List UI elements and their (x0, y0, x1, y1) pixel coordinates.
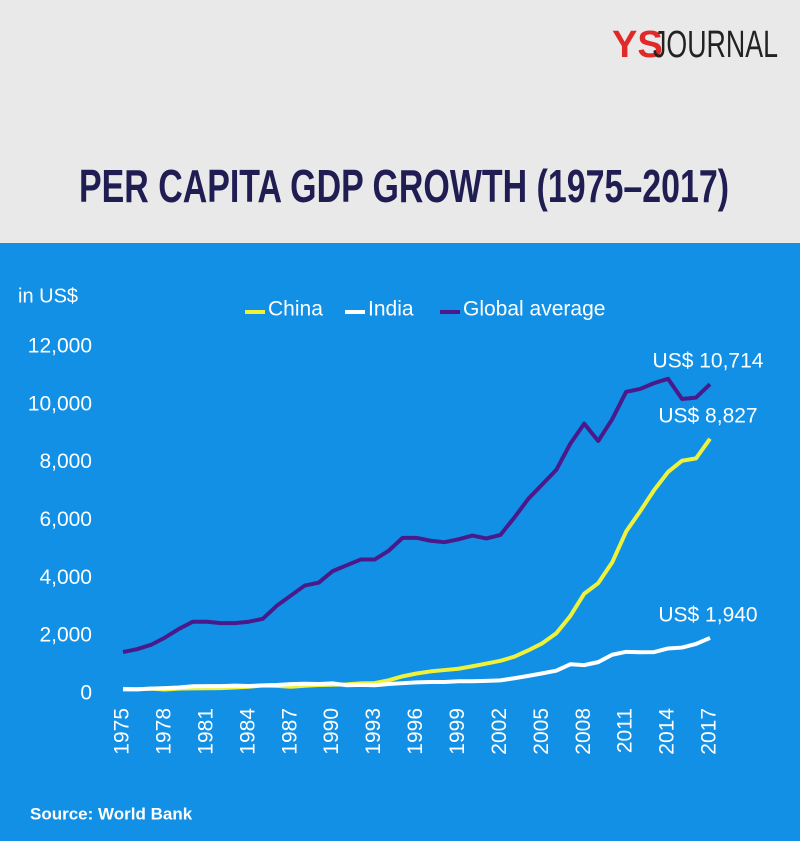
y-tick-label: 4,000 (39, 566, 92, 589)
legend-label: Global average (463, 298, 605, 321)
series-line (122, 636, 711, 692)
x-tick-label: 1996 (404, 708, 427, 755)
logo-name: JOURNAL (653, 24, 778, 66)
x-tick-label: 1993 (362, 708, 385, 755)
x-tick-label: 1987 (278, 708, 301, 755)
x-tick-label: 2002 (488, 708, 511, 755)
x-tick-label: 2017 (698, 708, 721, 755)
x-tick-label: 1990 (320, 708, 343, 755)
y-tick-label: 0 (80, 682, 92, 705)
x-tick-label: 2008 (572, 708, 595, 755)
header-band (0, 0, 800, 243)
y-tick-label: 12,000 (28, 335, 92, 358)
series-line (122, 437, 712, 692)
x-tick-label: 1975 (111, 708, 134, 755)
x-tick-label: 1981 (194, 708, 217, 755)
source: Source: World Bank (30, 804, 193, 823)
legend-label: China (268, 298, 323, 321)
y-tick-label: 10,000 (28, 392, 92, 415)
value-label: US$ 10,714 (653, 350, 764, 373)
y-tick-label: 2,000 (39, 624, 92, 647)
x-tick-label: 1984 (236, 708, 259, 755)
x-tick-label: 2014 (656, 708, 679, 755)
x-tick-label: 1978 (152, 708, 175, 755)
y-axis-label: in US$ (18, 285, 78, 307)
series-line (122, 376, 712, 655)
x-tick-label: 2011 (614, 708, 637, 753)
legend-label: India (368, 298, 414, 321)
y-tick-label: 6,000 (39, 508, 92, 531)
value-label: US$ 8,827 (658, 404, 757, 427)
x-tick-label: 2005 (530, 708, 553, 755)
y-tick-label: 8,000 (39, 450, 92, 473)
value-label: US$ 1,940 (658, 603, 757, 626)
chart-title: PER CAPITA GDP GROWTH (1975–2017) (79, 160, 729, 212)
x-tick-label: 1999 (446, 708, 469, 755)
logo-brand: YS (612, 24, 663, 66)
